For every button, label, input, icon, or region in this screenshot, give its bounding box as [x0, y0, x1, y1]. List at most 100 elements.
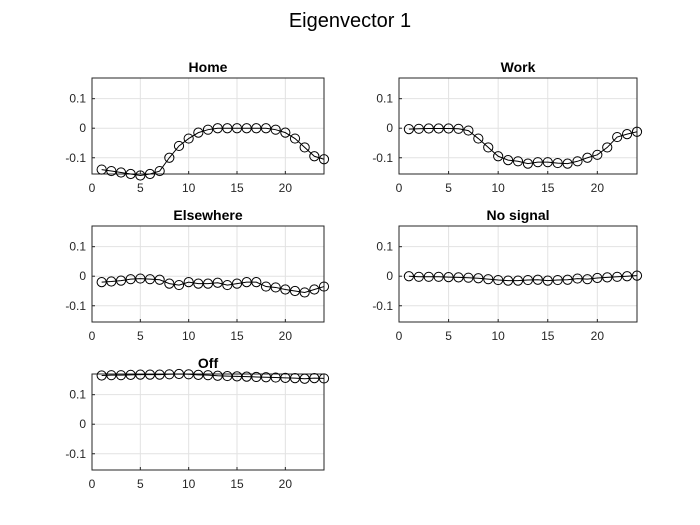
- data-point: [403, 271, 415, 282]
- data-point: [423, 123, 434, 134]
- data-point: [222, 279, 233, 291]
- y-tick-label: 0: [79, 417, 86, 431]
- data-point: [164, 152, 175, 163]
- plot-area: [92, 226, 324, 322]
- data-point: [106, 276, 117, 287]
- subplot-1: 0 5 10 15 20 -0.1 0 0.1 Work: [372, 59, 643, 195]
- data-point: [154, 274, 165, 285]
- data-point: [299, 287, 310, 298]
- data-point: [212, 277, 223, 288]
- data-point: [280, 127, 291, 138]
- data-point: [433, 271, 444, 282]
- x-tick-label: 15: [230, 329, 244, 343]
- y-tick-label: -0.1: [65, 447, 86, 461]
- data-point: [631, 126, 643, 137]
- data-point: [403, 124, 415, 135]
- data-point: [202, 124, 214, 135]
- y-tick-label: -0.1: [372, 151, 393, 165]
- data-point: [289, 285, 301, 297]
- x-tick-label: 0: [89, 181, 96, 195]
- data-point: [502, 155, 514, 166]
- data-point: [115, 275, 127, 286]
- data-point: [183, 277, 194, 288]
- data-point: [433, 123, 444, 134]
- data-point: [602, 272, 613, 283]
- data-point: [173, 140, 185, 152]
- data-point: [280, 284, 291, 295]
- data-point: [552, 274, 563, 286]
- data-point: [260, 123, 272, 134]
- data-point: [612, 131, 623, 143]
- data-point: [542, 275, 553, 286]
- subplot-3: 0 5 10 15 20 -0.1 0 0.1 No signal: [372, 207, 643, 343]
- data-point: [552, 157, 563, 169]
- data-point: [260, 281, 272, 292]
- x-tick-label: 15: [541, 329, 555, 343]
- data-point: [522, 274, 534, 286]
- data-point: [493, 151, 504, 162]
- data-point: [231, 278, 243, 289]
- x-tick-label: 0: [396, 181, 403, 195]
- data-point: [144, 168, 156, 180]
- x-tick-label: 15: [230, 477, 244, 491]
- data-point: [413, 271, 424, 282]
- subplot-title: Off: [198, 355, 219, 371]
- plot-area: [92, 374, 324, 470]
- x-tick-label: 10: [491, 181, 505, 195]
- axes-box: [398, 77, 638, 175]
- data-point: [532, 274, 543, 285]
- data-point: [193, 127, 204, 138]
- axes-box: [91, 225, 325, 323]
- subplot-title: Elsewhere: [173, 207, 242, 223]
- data-point: [202, 370, 214, 381]
- data-point: [483, 274, 494, 285]
- data-point: [318, 154, 330, 165]
- data-point: [453, 123, 464, 134]
- data-point: [463, 272, 474, 283]
- x-tick-label: 20: [279, 181, 293, 195]
- y-tick-label: 0.1: [69, 240, 86, 254]
- data-point: [512, 156, 524, 167]
- data-point: [572, 156, 583, 167]
- data-point: [621, 271, 633, 282]
- data-point: [413, 123, 424, 134]
- x-tick-label: 5: [137, 329, 144, 343]
- subplot-0: 0 5 10 15 20 -0.1 0 0.1 Home: [65, 59, 330, 195]
- data-point: [125, 274, 136, 285]
- data-point: [173, 279, 185, 291]
- data-point: [582, 152, 593, 163]
- x-tick-label: 5: [137, 477, 144, 491]
- data-point: [299, 373, 310, 384]
- data-point: [532, 157, 543, 168]
- y-tick-label: 0.1: [69, 92, 86, 106]
- subplot-2: 0 5 10 15 20 -0.1 0 0.1 Elsewhere: [65, 207, 330, 343]
- data-point: [183, 133, 194, 144]
- data-point: [493, 274, 504, 286]
- x-tick-label: 10: [491, 329, 505, 343]
- x-tick-label: 20: [591, 181, 605, 195]
- x-tick-label: 10: [182, 477, 196, 491]
- x-tick-label: 20: [279, 477, 293, 491]
- data-point: [115, 167, 127, 178]
- data-point: [483, 142, 494, 153]
- y-tick-label: 0: [386, 121, 393, 135]
- x-tick-label: 0: [89, 477, 96, 491]
- y-tick-label: 0.1: [376, 92, 393, 106]
- data-point: [582, 274, 593, 285]
- data-point: [621, 129, 633, 140]
- data-point: [309, 151, 320, 162]
- data-point: [202, 278, 214, 289]
- x-tick-label: 10: [182, 181, 196, 195]
- data-point: [562, 274, 573, 285]
- data-point: [443, 272, 454, 283]
- data-point: [631, 270, 643, 281]
- data-point: [423, 271, 434, 282]
- data-point: [318, 281, 330, 292]
- y-tick-label: -0.1: [65, 151, 86, 165]
- axes-box: [91, 77, 325, 175]
- data-point: [512, 275, 524, 286]
- data-point: [443, 123, 454, 134]
- subplot-4: 0 5 10 15 20 -0.1 0 0.1 Off: [65, 355, 330, 491]
- data-point: [299, 142, 310, 153]
